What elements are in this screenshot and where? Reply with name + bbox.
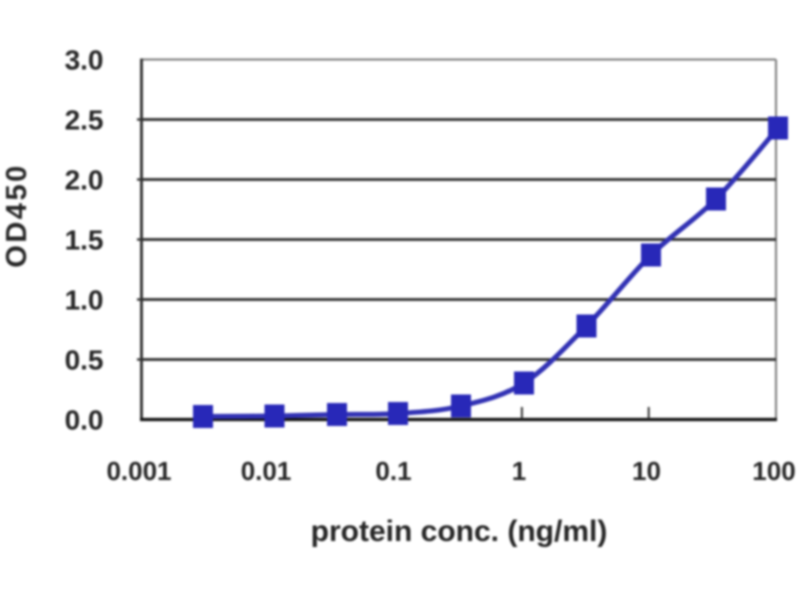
svg-text:0.001: 0.001 bbox=[106, 456, 171, 486]
svg-text:protein conc. (ng/ml): protein conc. (ng/ml) bbox=[311, 515, 608, 548]
svg-text:1.0: 1.0 bbox=[65, 285, 104, 316]
svg-text:0.01: 0.01 bbox=[241, 456, 292, 486]
svg-text:0.0: 0.0 bbox=[65, 405, 104, 436]
svg-text:1.5: 1.5 bbox=[65, 225, 104, 256]
svg-text:3.0: 3.0 bbox=[65, 45, 104, 76]
svg-text:0.1: 0.1 bbox=[375, 456, 411, 486]
svg-text:2.5: 2.5 bbox=[65, 105, 104, 136]
svg-text:2.0: 2.0 bbox=[65, 165, 104, 196]
svg-text:100: 100 bbox=[752, 456, 795, 486]
svg-text:10: 10 bbox=[632, 456, 661, 486]
svg-text:1: 1 bbox=[512, 456, 526, 486]
svg-text:OD450: OD450 bbox=[1, 163, 33, 267]
svg-text:0.5: 0.5 bbox=[65, 345, 104, 376]
